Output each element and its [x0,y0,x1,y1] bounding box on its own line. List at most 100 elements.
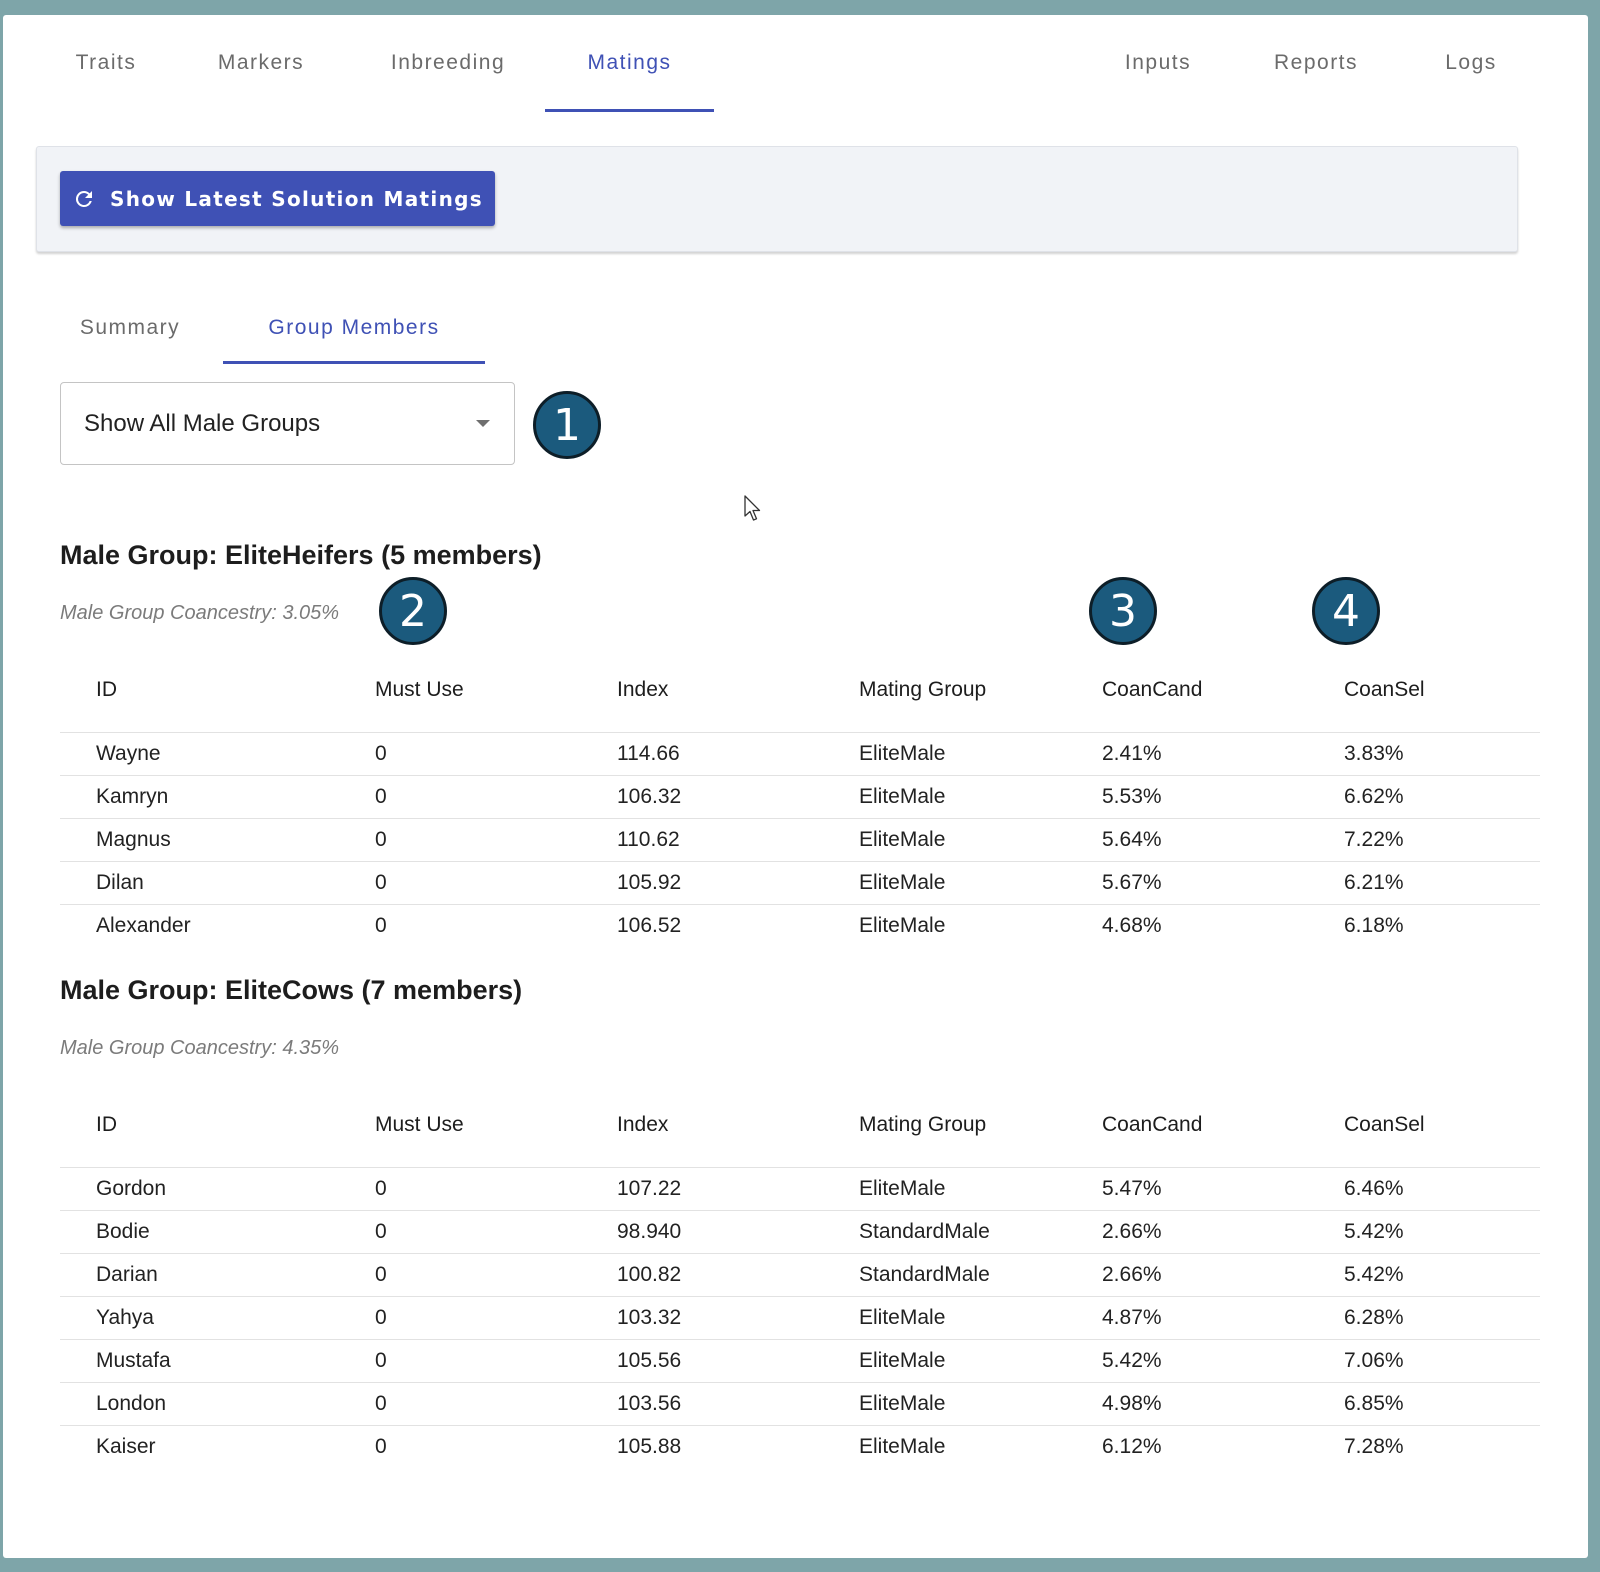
cell-id: Kamryn [60,775,375,819]
cell-id: London [60,1382,375,1426]
cell-index: 107.22 [617,1167,859,1211]
cell-id: Mustafa [60,1339,375,1383]
tab-summary[interactable]: Summary [79,316,181,339]
cell-index: 100.82 [617,1253,859,1297]
cell-mating-group: EliteMale [859,775,1102,819]
cell-coansel: 6.62% [1344,775,1540,819]
cell-must-use: 0 [375,914,387,937]
cell-coancand: 4.87% [1102,1296,1344,1340]
cell-coancand: 5.53% [1102,775,1344,819]
cell-must-use: 0 [375,775,617,819]
cell-index: 106.32 [617,775,859,819]
group-members-table: ID Must Use Index Mating Group CoanCand … [60,648,1540,947]
cell-id: Dilan [60,861,375,905]
column-header-coansel[interactable]: CoanSel [1344,1083,1540,1168]
group-title: Male Group: EliteHeifers (5 members) [60,540,542,570]
cell-coancand: 5.42% [1102,1339,1344,1383]
show-latest-label: Show Latest Solution Matings [110,186,483,211]
step-badge-3: 3 [1089,577,1157,645]
cell-coancand: 4.98% [1102,1382,1344,1426]
column-header-coansel[interactable]: CoanSel [1344,648,1540,733]
group-coancestry: Male Group Coancestry: 3.05% [60,602,340,624]
tab-markers[interactable]: Markers [217,51,305,74]
column-header-index[interactable]: Index [617,648,859,733]
column-header-mating-group[interactable]: Mating Group [859,1083,1102,1168]
cell-must-use: 0 [375,1210,617,1254]
cell-coansel: 6.46% [1344,1167,1540,1211]
chevron-down-icon [476,420,490,427]
table-header-row: ID Must Use Index Mating Group CoanCand … [60,648,1540,733]
cell-must-use: 0 [375,1435,387,1458]
cell-mating-group: EliteMale [859,732,1102,776]
cell-mating-group: StandardMale [859,1210,1102,1254]
cell-mating-group: EliteMale [859,1339,1102,1383]
cell-mating-group: EliteMale [859,1382,1102,1426]
table-row: Bodie 0 98.940 StandardMale 2.66% 5.42% [60,1210,1540,1254]
cell-index: 98.940 [617,1210,859,1254]
cell-mating-group: EliteMale [859,1167,1102,1211]
tab-group-members[interactable]: Group Members [223,293,485,364]
group-members-table: ID Must Use Index Mating Group CoanCand … [60,1083,1540,1468]
cell-index: 114.66 [617,732,859,776]
cell-coansel: 7.28% [1344,1435,1404,1458]
group-coancestry: Male Group Coancestry: 4.35% [60,1037,340,1059]
tab-traits[interactable]: Traits [75,51,137,74]
table-row: Dilan 0 105.92 EliteMale 5.67% 6.21% [60,861,1540,905]
cell-coansel: 7.06% [1344,1339,1540,1383]
table-row: Mustafa 0 105.56 EliteMale 5.42% 7.06% [60,1339,1540,1383]
cell-mating-group: EliteMale [859,1296,1102,1340]
cell-mating-group: EliteMale [859,914,946,937]
table-row: Darian 0 100.82 StandardMale 2.66% 5.42% [60,1253,1540,1297]
tab-matings[interactable]: Matings [545,15,714,112]
column-header-must-use[interactable]: Must Use [375,1083,617,1168]
tab-reports[interactable]: Reports [1273,51,1359,74]
cell-id: Yahya [60,1296,375,1340]
tab-inbreeding[interactable]: Inbreeding [390,51,506,74]
cell-id: Alexander [96,914,191,937]
cell-must-use: 0 [375,732,617,776]
column-header-id[interactable]: ID [60,648,375,733]
cell-coancand: 2.66% [1102,1210,1344,1254]
tab-inputs[interactable]: Inputs [1124,51,1192,74]
male-group-select-value: Show All Male Groups [84,409,321,437]
cell-coansel: 6.18% [1344,914,1404,937]
cell-coansel: 7.22% [1344,818,1540,862]
cell-index: 105.56 [617,1339,859,1383]
cell-coansel: 5.42% [1344,1253,1540,1297]
cell-must-use: 0 [375,1296,617,1340]
cell-index: 106.52 [617,914,682,937]
column-header-coancand[interactable]: CoanCand [1102,648,1344,733]
group-title: Male Group: EliteCows (7 members) [60,975,523,1005]
cell-must-use: 0 [375,861,617,905]
cell-index: 105.92 [617,861,859,905]
cell-coansel: 5.42% [1344,1210,1540,1254]
tab-logs[interactable]: Logs [1445,51,1497,74]
cell-index: 110.62 [617,818,859,862]
cell-id: Bodie [60,1210,375,1254]
cell-id: Darian [60,1253,375,1297]
male-group-select[interactable]: Show All Male Groups [60,382,515,465]
column-header-mating-group[interactable]: Mating Group [859,648,1102,733]
cell-coancand: 6.12% [1102,1435,1162,1458]
column-header-must-use[interactable]: Must Use [375,648,617,733]
cell-coancand: 2.66% [1102,1253,1344,1297]
cell-coancand: 5.67% [1102,861,1344,905]
cell-mating-group: StandardMale [859,1253,1102,1297]
table-row: Alexander 0 106.52 EliteMale 4.68% 6.18% [60,905,1540,948]
top-navigation: Traits Markers Inbreeding Matings Inputs… [3,15,1588,115]
column-header-id[interactable]: ID [60,1083,375,1168]
show-latest-solution-matings-button[interactable]: Show Latest Solution Matings [60,171,495,226]
table-row: Yahya 0 103.32 EliteMale 4.87% 6.28% [60,1296,1540,1340]
column-header-coancand[interactable]: CoanCand [1102,1083,1344,1168]
cell-coancand: 5.64% [1102,818,1344,862]
app-window: Traits Markers Inbreeding Matings Inputs… [3,15,1588,1558]
column-header-index[interactable]: Index [617,1083,859,1168]
cell-mating-group: EliteMale [859,818,1102,862]
table-row: London 0 103.56 EliteMale 4.98% 6.85% [60,1382,1540,1426]
mouse-cursor-icon [744,495,761,521]
cell-coancand: 5.47% [1102,1167,1344,1211]
cell-index: 105.88 [617,1435,682,1458]
cell-coansel: 3.83% [1344,732,1540,776]
cell-must-use: 0 [375,818,617,862]
cell-id: Kaiser [96,1435,156,1458]
